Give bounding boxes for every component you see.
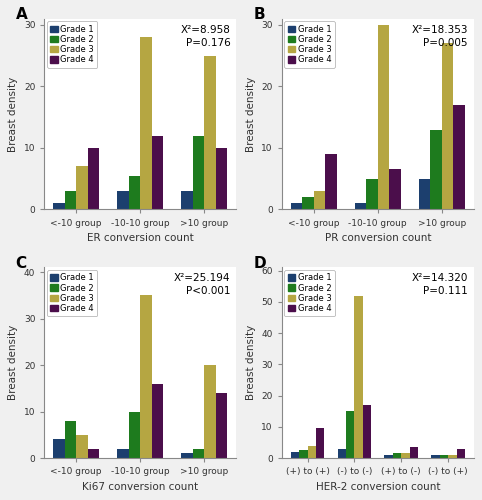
- Bar: [442, 44, 454, 209]
- Bar: [117, 191, 129, 210]
- Bar: [325, 154, 337, 210]
- Bar: [366, 178, 378, 210]
- Bar: [65, 421, 76, 458]
- Legend: Grade 1, Grade 2, Grade 3, Grade 4: Grade 1, Grade 2, Grade 3, Grade 4: [47, 270, 97, 316]
- Bar: [88, 449, 99, 458]
- Bar: [431, 455, 440, 458]
- Bar: [216, 393, 228, 458]
- X-axis label: PR conversion count: PR conversion count: [324, 233, 431, 243]
- Bar: [88, 148, 99, 210]
- Legend: Grade 1, Grade 2, Grade 3, Grade 4: Grade 1, Grade 2, Grade 3, Grade 4: [284, 270, 335, 316]
- Bar: [337, 448, 346, 458]
- Bar: [76, 166, 88, 210]
- Text: C: C: [15, 256, 27, 271]
- Bar: [430, 130, 442, 210]
- Text: A: A: [15, 8, 27, 22]
- Bar: [193, 449, 204, 458]
- Bar: [117, 449, 129, 458]
- Text: X²=18.353
P=0.005: X²=18.353 P=0.005: [412, 24, 468, 48]
- Bar: [65, 191, 76, 210]
- Bar: [53, 440, 65, 458]
- Bar: [204, 365, 216, 458]
- Bar: [302, 197, 314, 209]
- Bar: [291, 452, 299, 458]
- Bar: [140, 296, 152, 458]
- Bar: [316, 428, 324, 458]
- Text: B: B: [253, 8, 265, 22]
- Text: X²=8.958
P=0.176: X²=8.958 P=0.176: [181, 24, 230, 48]
- Y-axis label: Breast density: Breast density: [246, 325, 256, 400]
- Bar: [76, 435, 88, 458]
- Y-axis label: Breast density: Breast density: [246, 76, 256, 152]
- Bar: [384, 455, 393, 458]
- Bar: [440, 455, 448, 458]
- Text: D: D: [253, 256, 266, 271]
- Bar: [216, 148, 228, 210]
- Y-axis label: Breast density: Breast density: [8, 76, 18, 152]
- Bar: [378, 25, 389, 210]
- Bar: [346, 411, 354, 458]
- Bar: [204, 56, 216, 210]
- Bar: [181, 191, 193, 210]
- Text: X²=14.320
P=0.111: X²=14.320 P=0.111: [412, 273, 468, 296]
- Bar: [354, 296, 363, 458]
- Bar: [53, 204, 65, 210]
- Bar: [152, 384, 163, 458]
- Legend: Grade 1, Grade 2, Grade 3, Grade 4: Grade 1, Grade 2, Grade 3, Grade 4: [47, 22, 97, 68]
- Bar: [355, 204, 366, 210]
- Bar: [401, 454, 410, 458]
- X-axis label: ER conversion count: ER conversion count: [87, 233, 194, 243]
- Bar: [389, 170, 401, 209]
- Bar: [181, 454, 193, 458]
- Bar: [456, 448, 465, 458]
- Bar: [291, 204, 302, 210]
- Bar: [140, 38, 152, 210]
- Bar: [129, 412, 140, 458]
- Bar: [308, 446, 316, 458]
- Bar: [314, 191, 325, 210]
- Bar: [454, 105, 465, 210]
- Bar: [129, 176, 140, 210]
- Bar: [193, 136, 204, 210]
- Text: X²=25.194
P<0.001: X²=25.194 P<0.001: [174, 273, 230, 296]
- Legend: Grade 1, Grade 2, Grade 3, Grade 4: Grade 1, Grade 2, Grade 3, Grade 4: [284, 22, 335, 68]
- X-axis label: Ki67 conversion count: Ki67 conversion count: [82, 482, 198, 492]
- Bar: [448, 455, 456, 458]
- Bar: [299, 450, 308, 458]
- Bar: [152, 136, 163, 210]
- Bar: [410, 447, 418, 458]
- Y-axis label: Breast density: Breast density: [8, 325, 18, 400]
- Bar: [419, 178, 430, 210]
- Bar: [363, 405, 371, 458]
- X-axis label: HER-2 conversion count: HER-2 conversion count: [316, 482, 440, 492]
- Bar: [393, 454, 401, 458]
